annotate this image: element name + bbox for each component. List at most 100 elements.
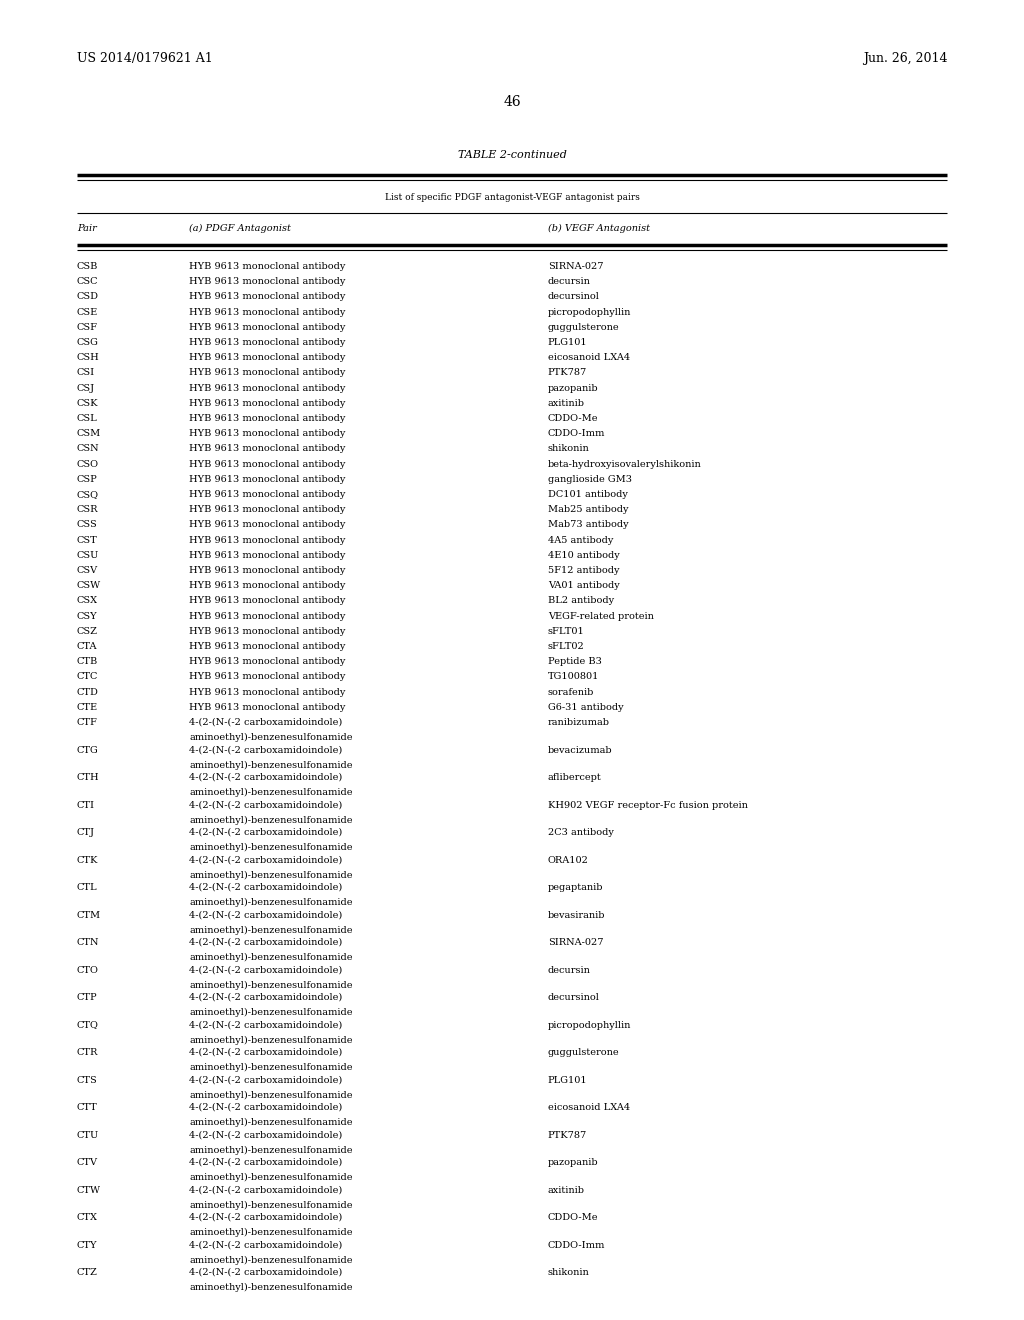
Text: aminoethyl)-benzenesulfonamide: aminoethyl)-benzenesulfonamide	[189, 1036, 353, 1045]
Text: CSO: CSO	[77, 459, 98, 469]
Text: 4-(2-(N-(-2 carboxamidoindole): 4-(2-(N-(-2 carboxamidoindole)	[189, 718, 343, 727]
Text: 4-(2-(N-(-2 carboxamidoindole): 4-(2-(N-(-2 carboxamidoindole)	[189, 774, 343, 781]
Text: axitinib: axitinib	[548, 399, 585, 408]
Text: Peptide B3: Peptide B3	[548, 657, 602, 667]
Text: PTK787: PTK787	[548, 1130, 587, 1139]
Text: TABLE 2-continued: TABLE 2-continued	[458, 150, 566, 160]
Text: HYB 9613 monoclonal antibody: HYB 9613 monoclonal antibody	[189, 702, 346, 711]
Text: guggulsterone: guggulsterone	[548, 323, 620, 331]
Text: aminoethyl)-benzenesulfonamide: aminoethyl)-benzenesulfonamide	[189, 788, 353, 797]
Text: pegaptanib: pegaptanib	[548, 883, 603, 892]
Text: aminoethyl)-benzenesulfonamide: aminoethyl)-benzenesulfonamide	[189, 1173, 353, 1183]
Text: aflibercept: aflibercept	[548, 774, 601, 781]
Text: 4A5 antibody: 4A5 antibody	[548, 536, 613, 545]
Text: 4-(2-(N-(-2 carboxamidoindole): 4-(2-(N-(-2 carboxamidoindole)	[189, 1076, 343, 1085]
Text: aminoethyl)-benzenesulfonamide: aminoethyl)-benzenesulfonamide	[189, 1146, 353, 1155]
Text: HYB 9613 monoclonal antibody: HYB 9613 monoclonal antibody	[189, 627, 346, 636]
Text: picropodophyllin: picropodophyllin	[548, 308, 631, 317]
Text: CSD: CSD	[77, 293, 98, 301]
Text: 4-(2-(N-(-2 carboxamidoindole): 4-(2-(N-(-2 carboxamidoindole)	[189, 1020, 343, 1030]
Text: 4-(2-(N-(-2 carboxamidoindole): 4-(2-(N-(-2 carboxamidoindole)	[189, 1241, 343, 1250]
Text: aminoethyl)-benzenesulfonamide: aminoethyl)-benzenesulfonamide	[189, 1063, 353, 1072]
Text: CTR: CTR	[77, 1048, 98, 1057]
Text: pazopanib: pazopanib	[548, 1158, 598, 1167]
Text: aminoethyl)-benzenesulfonamide: aminoethyl)-benzenesulfonamide	[189, 1283, 353, 1292]
Text: CTD: CTD	[77, 688, 98, 697]
Text: HYB 9613 monoclonal antibody: HYB 9613 monoclonal antibody	[189, 536, 346, 545]
Text: aminoethyl)-benzenesulfonamide: aminoethyl)-benzenesulfonamide	[189, 1255, 353, 1265]
Text: 2C3 antibody: 2C3 antibody	[548, 828, 613, 837]
Text: HYB 9613 monoclonal antibody: HYB 9613 monoclonal antibody	[189, 277, 346, 286]
Text: HYB 9613 monoclonal antibody: HYB 9613 monoclonal antibody	[189, 566, 346, 576]
Text: HYB 9613 monoclonal antibody: HYB 9613 monoclonal antibody	[189, 429, 346, 438]
Text: Jun. 26, 2014: Jun. 26, 2014	[862, 51, 947, 65]
Text: 4-(2-(N-(-2 carboxamidoindole): 4-(2-(N-(-2 carboxamidoindole)	[189, 1158, 343, 1167]
Text: aminoethyl)-benzenesulfonamide: aminoethyl)-benzenesulfonamide	[189, 1118, 353, 1127]
Text: CSZ: CSZ	[77, 627, 98, 636]
Text: HYB 9613 monoclonal antibody: HYB 9613 monoclonal antibody	[189, 642, 346, 651]
Text: HYB 9613 monoclonal antibody: HYB 9613 monoclonal antibody	[189, 308, 346, 317]
Text: SIRNA-027: SIRNA-027	[548, 261, 603, 271]
Text: CTZ: CTZ	[77, 1269, 97, 1276]
Text: 4-(2-(N-(-2 carboxamidoindole): 4-(2-(N-(-2 carboxamidoindole)	[189, 800, 343, 809]
Text: HYB 9613 monoclonal antibody: HYB 9613 monoclonal antibody	[189, 384, 346, 392]
Text: HYB 9613 monoclonal antibody: HYB 9613 monoclonal antibody	[189, 672, 346, 681]
Text: aminoethyl)-benzenesulfonamide: aminoethyl)-benzenesulfonamide	[189, 1228, 353, 1237]
Text: CSV: CSV	[77, 566, 98, 576]
Text: HYB 9613 monoclonal antibody: HYB 9613 monoclonal antibody	[189, 368, 346, 378]
Text: CTU: CTU	[77, 1130, 99, 1139]
Text: Pair: Pair	[77, 224, 96, 234]
Text: guggulsterone: guggulsterone	[548, 1048, 620, 1057]
Text: axitinib: axitinib	[548, 1185, 585, 1195]
Text: CSN: CSN	[77, 445, 99, 453]
Text: HYB 9613 monoclonal antibody: HYB 9613 monoclonal antibody	[189, 475, 346, 484]
Text: List of specific PDGF antagonist-VEGF antagonist pairs: List of specific PDGF antagonist-VEGF an…	[385, 193, 639, 202]
Text: HYB 9613 monoclonal antibody: HYB 9613 monoclonal antibody	[189, 459, 346, 469]
Text: HYB 9613 monoclonal antibody: HYB 9613 monoclonal antibody	[189, 597, 346, 606]
Text: 4-(2-(N-(-2 carboxamidoindole): 4-(2-(N-(-2 carboxamidoindole)	[189, 746, 343, 755]
Text: CSL: CSL	[77, 414, 97, 422]
Text: CTC: CTC	[77, 672, 98, 681]
Text: HYB 9613 monoclonal antibody: HYB 9613 monoclonal antibody	[189, 323, 346, 331]
Text: VEGF-related protein: VEGF-related protein	[548, 611, 653, 620]
Text: aminoethyl)-benzenesulfonamide: aminoethyl)-benzenesulfonamide	[189, 1090, 353, 1100]
Text: CTF: CTF	[77, 718, 97, 727]
Text: CTE: CTE	[77, 702, 98, 711]
Text: shikonin: shikonin	[548, 445, 590, 453]
Text: HYB 9613 monoclonal antibody: HYB 9613 monoclonal antibody	[189, 550, 346, 560]
Text: aminoethyl)-benzenesulfonamide: aminoethyl)-benzenesulfonamide	[189, 953, 353, 962]
Text: pazopanib: pazopanib	[548, 384, 598, 392]
Text: decursin: decursin	[548, 965, 591, 974]
Text: CTS: CTS	[77, 1076, 97, 1085]
Text: VA01 antibody: VA01 antibody	[548, 581, 620, 590]
Text: PTK787: PTK787	[548, 368, 587, 378]
Text: HYB 9613 monoclonal antibody: HYB 9613 monoclonal antibody	[189, 506, 346, 515]
Text: HYB 9613 monoclonal antibody: HYB 9613 monoclonal antibody	[189, 688, 346, 697]
Text: CTM: CTM	[77, 911, 101, 920]
Text: aminoethyl)-benzenesulfonamide: aminoethyl)-benzenesulfonamide	[189, 898, 353, 907]
Text: aminoethyl)-benzenesulfonamide: aminoethyl)-benzenesulfonamide	[189, 843, 353, 853]
Text: CSP: CSP	[77, 475, 97, 484]
Text: eicosanoid LXA4: eicosanoid LXA4	[548, 1104, 630, 1111]
Text: PLG101: PLG101	[548, 338, 588, 347]
Text: US 2014/0179621 A1: US 2014/0179621 A1	[77, 51, 213, 65]
Text: CTG: CTG	[77, 746, 98, 755]
Text: HYB 9613 monoclonal antibody: HYB 9613 monoclonal antibody	[189, 611, 346, 620]
Text: CSH: CSH	[77, 354, 99, 362]
Text: Mab73 antibody: Mab73 antibody	[548, 520, 629, 529]
Text: HYB 9613 monoclonal antibody: HYB 9613 monoclonal antibody	[189, 520, 346, 529]
Text: decursin: decursin	[548, 277, 591, 286]
Text: CTQ: CTQ	[77, 1020, 98, 1030]
Text: (b) VEGF Antagonist: (b) VEGF Antagonist	[548, 224, 650, 234]
Text: Mab25 antibody: Mab25 antibody	[548, 506, 629, 515]
Text: decursinol: decursinol	[548, 293, 600, 301]
Text: aminoethyl)-benzenesulfonamide: aminoethyl)-benzenesulfonamide	[189, 981, 353, 990]
Text: CSG: CSG	[77, 338, 98, 347]
Text: HYB 9613 monoclonal antibody: HYB 9613 monoclonal antibody	[189, 490, 346, 499]
Text: CTA: CTA	[77, 642, 97, 651]
Text: picropodophyllin: picropodophyllin	[548, 1020, 631, 1030]
Text: CTB: CTB	[77, 657, 98, 667]
Text: HYB 9613 monoclonal antibody: HYB 9613 monoclonal antibody	[189, 261, 346, 271]
Text: CDDO-Me: CDDO-Me	[548, 1213, 598, 1222]
Text: sFLT02: sFLT02	[548, 642, 585, 651]
